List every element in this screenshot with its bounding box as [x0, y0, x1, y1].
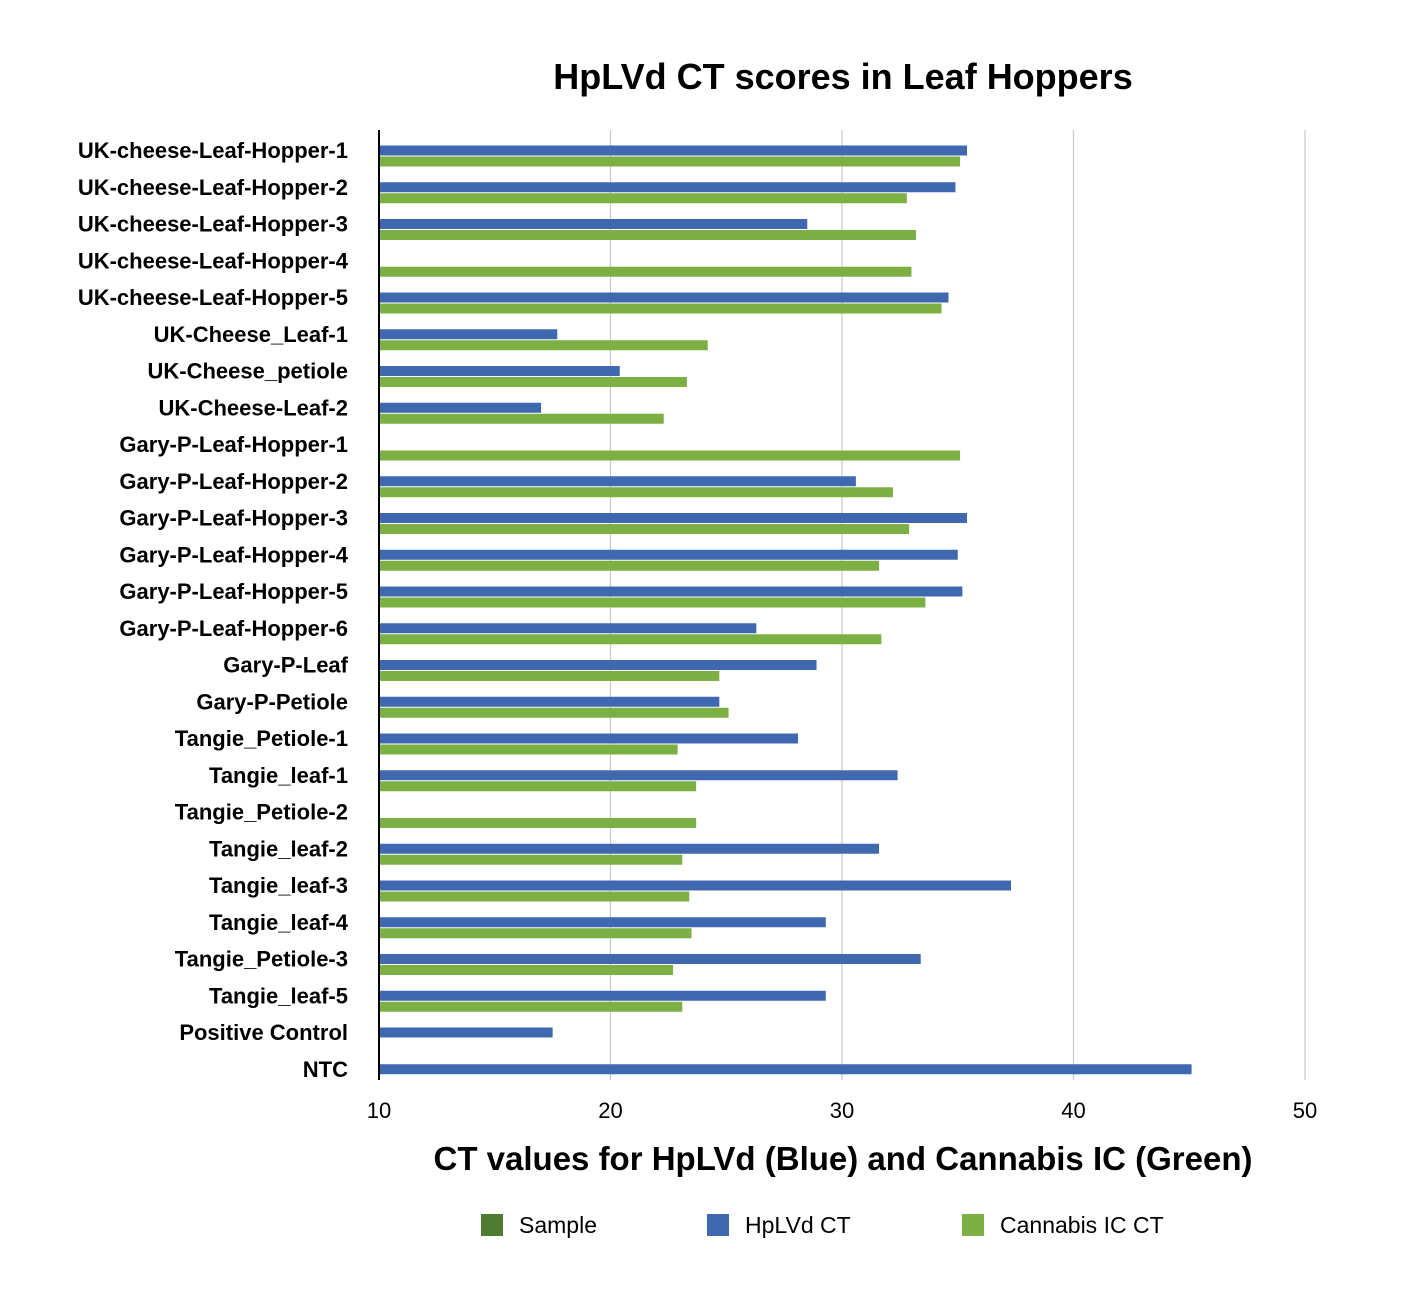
- bar-hplvd-ct: [379, 549, 958, 560]
- bar-cannabis-ic-ct: [379, 230, 917, 240]
- bar-cannabis-ic-ct: [379, 524, 910, 534]
- bar-hplvd-ct: [379, 366, 620, 376]
- category-label: Gary-P-Leaf-Hopper-3: [119, 506, 348, 531]
- category-label: UK-Cheese_Leaf-1: [154, 322, 348, 347]
- bar-hplvd-ct: [379, 513, 968, 523]
- category-label: Tangie_leaf-2: [209, 836, 348, 861]
- category-label: Gary-P-Leaf-Hopper-2: [119, 469, 348, 494]
- category-label: UK-Cheese-Leaf-2: [159, 395, 349, 420]
- bar-cannabis-ic-ct: [379, 377, 687, 387]
- bar-cannabis-ic-ct: [379, 744, 678, 755]
- legend-swatch-hplvd-ct: [707, 1214, 729, 1236]
- bar-hplvd-ct: [379, 770, 898, 781]
- category-label: Gary-P-Leaf-Hopper-1: [119, 432, 348, 457]
- bar-cannabis-ic-ct: [379, 928, 692, 939]
- category-label: Tangie_leaf-3: [209, 873, 348, 898]
- x-tick-label: 40: [1061, 1098, 1085, 1123]
- category-label: UK-cheese-Leaf-Hopper-5: [78, 285, 348, 310]
- bar-cannabis-ic-ct: [379, 266, 912, 277]
- x-tick-label: 30: [830, 1098, 854, 1123]
- bar-cannabis-ic-ct: [379, 193, 907, 204]
- bar-cannabis-ic-ct: [379, 597, 926, 608]
- x-tick-label: 20: [598, 1098, 622, 1123]
- legend-item-hplvd-ct: HpLVd CT: [707, 1210, 851, 1240]
- category-label: Gary-P-Leaf-Hopper-4: [119, 542, 348, 567]
- bar-hplvd-ct: [379, 917, 826, 928]
- bar-hplvd-ct: [379, 292, 949, 303]
- category-label: Gary-P-Petiole: [196, 689, 348, 714]
- category-label: Tangie_Petiole-2: [175, 800, 348, 825]
- bar-cannabis-ic-ct: [379, 891, 690, 902]
- bar-cannabis-ic-ct: [379, 634, 882, 645]
- bar-hplvd-ct: [379, 402, 542, 413]
- category-label: NTC: [303, 1057, 348, 1082]
- bar-cannabis-ic-ct: [379, 1001, 683, 1012]
- bar-hplvd-ct: [379, 145, 968, 156]
- category-label: Tangie_leaf-1: [209, 763, 348, 788]
- bar-cannabis-ic-ct: [379, 671, 720, 681]
- category-label: Tangie_leaf-5: [209, 983, 348, 1008]
- category-label: Tangie_Petiole-1: [175, 726, 348, 751]
- category-label: UK-Cheese_petiole: [147, 359, 348, 384]
- bar-cannabis-ic-ct: [379, 818, 697, 828]
- bar-cannabis-ic-ct: [379, 303, 942, 314]
- bar-hplvd-ct: [379, 954, 921, 964]
- legend-swatch-cannabis-ic-ct: [962, 1214, 984, 1236]
- bar-hplvd-ct: [379, 623, 757, 634]
- category-label: UK-cheese-Leaf-Hopper-2: [78, 175, 348, 200]
- bar-cannabis-ic-ct: [379, 450, 961, 461]
- bar-cannabis-ic-ct: [379, 854, 683, 865]
- bar-hplvd-ct: [379, 1027, 553, 1038]
- bar-cannabis-ic-ct: [379, 965, 674, 975]
- legend: Sample HpLVd CT Cannabis IC CT: [0, 1210, 1418, 1240]
- category-label: Tangie_leaf-4: [209, 910, 349, 935]
- bar-cannabis-ic-ct: [379, 781, 697, 792]
- legend-label-hplvd-ct: HpLVd CT: [745, 1211, 851, 1238]
- bar-hplvd-ct: [379, 586, 963, 597]
- category-label: Positive Control: [179, 1020, 348, 1045]
- bar-cannabis-ic-ct: [379, 707, 729, 718]
- bar-hplvd-ct: [379, 880, 1011, 891]
- x-axis-title: CT values for HpLVd (Blue) and Cannabis …: [433, 1140, 1253, 1177]
- category-label: UK-cheese-Leaf-Hopper-1: [78, 138, 348, 163]
- bar-hplvd-ct: [379, 660, 817, 670]
- x-tick-label: 50: [1293, 1098, 1317, 1123]
- legend-item-sample: Sample: [481, 1210, 597, 1240]
- legend-label-cannabis-ic-ct: Cannabis IC CT: [1000, 1211, 1164, 1238]
- x-tick-label: 10: [367, 1098, 391, 1123]
- bar-hplvd-ct: [379, 696, 720, 707]
- bar-hplvd-ct: [379, 1064, 1192, 1075]
- category-label: UK-cheese-Leaf-Hopper-3: [78, 212, 348, 237]
- bar-hplvd-ct: [379, 990, 826, 1001]
- bar-cannabis-ic-ct: [379, 156, 961, 167]
- bar-hplvd-ct: [379, 219, 808, 229]
- bar-hplvd-ct: [379, 843, 880, 854]
- legend-label-sample: Sample: [519, 1211, 597, 1238]
- legend-swatch-sample: [481, 1214, 503, 1236]
- bar-hplvd-ct: [379, 733, 799, 744]
- bar-cannabis-ic-ct: [379, 560, 880, 571]
- legend-item-cannabis-ic-ct: Cannabis IC CT: [962, 1210, 1164, 1240]
- bar-hplvd-ct: [379, 329, 558, 340]
- category-label: Tangie_Petiole-3: [175, 947, 348, 972]
- bar-hplvd-ct: [379, 476, 856, 487]
- bar-cannabis-ic-ct: [379, 487, 893, 498]
- chart-title: HpLVd CT scores in Leaf Hoppers: [553, 56, 1133, 97]
- category-label: Gary-P-Leaf: [223, 653, 348, 678]
- category-label: Gary-P-Leaf-Hopper-6: [119, 616, 348, 641]
- bar-cannabis-ic-ct: [379, 413, 664, 424]
- bar-cannabis-ic-ct: [379, 340, 708, 351]
- category-label: UK-cheese-Leaf-Hopper-4: [78, 248, 349, 273]
- category-label: Gary-P-Leaf-Hopper-5: [119, 579, 348, 604]
- bar-hplvd-ct: [379, 182, 956, 193]
